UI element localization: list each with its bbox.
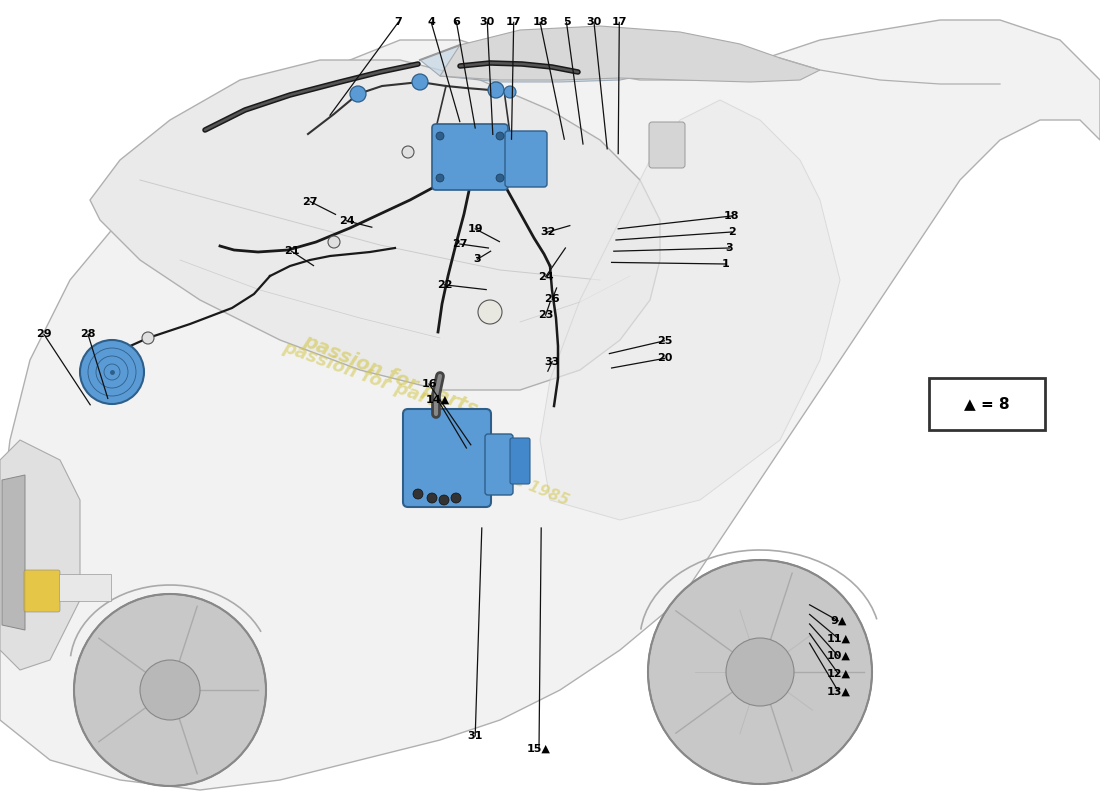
Polygon shape [0, 440, 80, 670]
Text: 6: 6 [452, 18, 461, 27]
Circle shape [427, 493, 437, 503]
Polygon shape [0, 20, 1100, 790]
Text: 30: 30 [586, 18, 602, 27]
Circle shape [412, 489, 424, 499]
Text: 10▲: 10▲ [826, 651, 850, 661]
Text: 33: 33 [544, 357, 560, 366]
Text: 18: 18 [532, 18, 548, 27]
Text: 18: 18 [724, 211, 739, 221]
Circle shape [142, 332, 154, 344]
FancyBboxPatch shape [649, 122, 685, 168]
Polygon shape [540, 100, 840, 520]
FancyBboxPatch shape [403, 409, 491, 507]
Text: passion for parts: passion for parts [300, 331, 481, 419]
Circle shape [726, 638, 794, 706]
Polygon shape [90, 60, 660, 390]
Circle shape [436, 174, 444, 182]
Text: 12▲: 12▲ [826, 669, 850, 678]
Text: 27: 27 [452, 239, 468, 249]
Circle shape [328, 236, 340, 248]
Text: 3: 3 [726, 243, 733, 253]
Circle shape [439, 495, 449, 505]
Circle shape [74, 594, 266, 786]
Text: 25: 25 [657, 336, 672, 346]
Text: 24: 24 [339, 216, 354, 226]
Text: 17: 17 [612, 18, 627, 27]
Text: 22: 22 [437, 280, 452, 290]
Text: 27: 27 [302, 197, 318, 206]
Text: 21: 21 [284, 246, 299, 256]
Text: since 1985: since 1985 [440, 444, 528, 488]
Text: 2: 2 [727, 227, 736, 237]
Text: 29: 29 [36, 330, 52, 339]
Text: 32: 32 [540, 227, 556, 237]
Text: 9▲: 9▲ [830, 616, 846, 626]
Circle shape [478, 300, 502, 324]
FancyBboxPatch shape [505, 131, 547, 187]
FancyBboxPatch shape [432, 124, 508, 190]
Text: 15▲: 15▲ [527, 744, 551, 754]
FancyBboxPatch shape [24, 570, 60, 612]
Text: 3: 3 [474, 254, 481, 264]
Circle shape [402, 146, 414, 158]
Circle shape [350, 86, 366, 102]
Text: 30: 30 [480, 18, 495, 27]
FancyBboxPatch shape [510, 438, 530, 484]
Circle shape [496, 174, 504, 182]
Circle shape [451, 493, 461, 503]
FancyBboxPatch shape [59, 574, 111, 601]
FancyBboxPatch shape [928, 378, 1045, 430]
Text: since 1985: since 1985 [480, 459, 571, 508]
Circle shape [140, 660, 200, 720]
Text: 1: 1 [722, 259, 730, 269]
Text: 19: 19 [468, 224, 483, 234]
Text: 5: 5 [563, 18, 570, 27]
Circle shape [504, 86, 516, 98]
Text: 16: 16 [421, 379, 437, 389]
Text: ▲ = 8: ▲ = 8 [964, 397, 1010, 411]
Circle shape [488, 82, 504, 98]
Polygon shape [2, 475, 25, 630]
Polygon shape [420, 35, 660, 82]
Polygon shape [440, 26, 820, 82]
Text: 20: 20 [657, 354, 672, 363]
Text: passion for parts: passion for parts [280, 338, 449, 414]
Text: 17: 17 [506, 18, 521, 27]
Text: 14▲: 14▲ [426, 395, 450, 405]
Circle shape [80, 340, 144, 404]
Text: 23: 23 [538, 310, 553, 320]
Circle shape [412, 74, 428, 90]
Circle shape [436, 132, 444, 140]
Text: 24: 24 [538, 272, 553, 282]
FancyBboxPatch shape [485, 434, 513, 495]
Text: 26: 26 [544, 294, 560, 304]
Text: 11▲: 11▲ [826, 634, 850, 643]
Text: 31: 31 [468, 731, 483, 741]
Circle shape [496, 132, 504, 140]
Text: 7: 7 [394, 18, 403, 27]
Text: 13▲: 13▲ [826, 686, 850, 696]
Circle shape [648, 560, 872, 784]
Text: 4: 4 [427, 18, 436, 27]
Text: 28: 28 [80, 330, 96, 339]
